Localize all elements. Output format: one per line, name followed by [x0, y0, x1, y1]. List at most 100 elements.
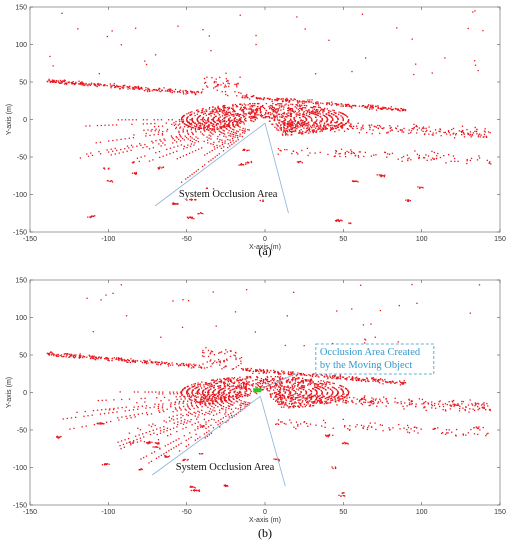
scan-point	[191, 404, 193, 406]
scan-point	[194, 122, 196, 124]
scan-point	[226, 115, 228, 118]
scan-point	[142, 146, 144, 149]
scan-point	[340, 395, 342, 397]
scan-point	[343, 130, 346, 132]
x-tick-label: 0	[263, 236, 267, 243]
scan-point	[330, 113, 333, 115]
scan-point	[105, 399, 107, 401]
scan-point	[316, 119, 318, 121]
scan-point	[233, 402, 235, 404]
scan-point	[246, 96, 248, 99]
scan-point	[290, 134, 293, 136]
scan-point	[276, 124, 279, 126]
scan-point	[228, 405, 231, 408]
scan-point	[151, 391, 153, 393]
scan-point	[305, 379, 307, 381]
scan-point	[231, 119, 233, 121]
scan-point	[152, 159, 154, 161]
scan-point	[326, 118, 329, 120]
scan-point	[130, 149, 132, 151]
scan-point	[126, 442, 128, 444]
scan-point	[204, 393, 206, 396]
scan-point	[164, 139, 166, 141]
scan-point	[217, 358, 220, 361]
scan-point	[240, 122, 242, 124]
scan-point	[325, 116, 327, 118]
scan-point	[269, 107, 271, 110]
scan-point	[283, 122, 285, 124]
scan-point	[187, 217, 189, 219]
scan-point	[203, 403, 206, 405]
scan-point	[203, 127, 205, 129]
scan-point	[247, 381, 249, 383]
scan-point	[281, 133, 284, 135]
scan-point	[235, 397, 238, 399]
scan-point	[278, 107, 281, 109]
scan-point	[403, 131, 405, 133]
scan-point	[451, 400, 453, 402]
scan-point	[148, 462, 150, 464]
scan-point	[301, 125, 303, 128]
scan-point	[260, 380, 262, 383]
scan-point	[227, 405, 230, 407]
scan-point	[233, 117, 236, 120]
scan-point	[410, 400, 413, 402]
scan-point	[299, 112, 301, 115]
scan-point	[148, 89, 151, 91]
scan-point	[243, 108, 245, 111]
scan-point	[297, 126, 299, 128]
scan-point	[201, 409, 203, 411]
scan-point	[245, 382, 248, 384]
scan-point	[184, 135, 186, 137]
scan-point	[315, 120, 318, 122]
scan-point	[210, 159, 212, 161]
scan-point	[131, 123, 133, 125]
scan-point	[340, 148, 343, 150]
scan-point	[307, 154, 309, 157]
scan-point	[308, 113, 311, 116]
scan-point	[177, 421, 179, 423]
scan-point	[202, 351, 204, 354]
scan-point	[48, 79, 50, 82]
scan-point	[333, 111, 335, 114]
scan-point	[271, 107, 273, 109]
scan-point	[236, 84, 238, 86]
scan-point	[189, 111, 191, 114]
scan-point	[342, 126, 344, 128]
scan-point	[325, 402, 328, 405]
scan-point	[124, 439, 126, 441]
scan-point	[271, 105, 273, 108]
scan-point	[307, 115, 309, 117]
scan-point	[221, 401, 223, 403]
scan-point	[305, 130, 308, 132]
scan-point	[178, 131, 180, 134]
scan-point	[162, 403, 164, 405]
scan-point	[197, 109, 199, 111]
scan-point	[344, 103, 347, 106]
scan-point	[290, 391, 292, 394]
scan-point	[278, 113, 281, 115]
scan-point	[219, 411, 221, 414]
scan-point	[92, 409, 95, 412]
scan-point	[125, 359, 127, 362]
scan-point	[220, 397, 223, 399]
scan-point	[130, 417, 132, 419]
scan-point	[328, 112, 330, 114]
scan-point	[157, 167, 159, 169]
scan-point	[291, 131, 293, 134]
scan-point	[204, 382, 207, 384]
scan-point	[205, 109, 207, 111]
scan-point	[104, 84, 106, 87]
scan-point	[292, 125, 294, 127]
scan-point	[268, 371, 270, 374]
scan-point	[389, 127, 391, 129]
scan-point	[232, 388, 234, 390]
scan-point	[229, 133, 231, 135]
scan-point	[176, 423, 179, 426]
scan-point	[172, 440, 175, 443]
scan-point	[305, 123, 307, 125]
scan-point	[240, 92, 242, 94]
scan-point	[237, 408, 239, 410]
scan-point	[252, 95, 254, 98]
scan-point	[314, 122, 317, 124]
